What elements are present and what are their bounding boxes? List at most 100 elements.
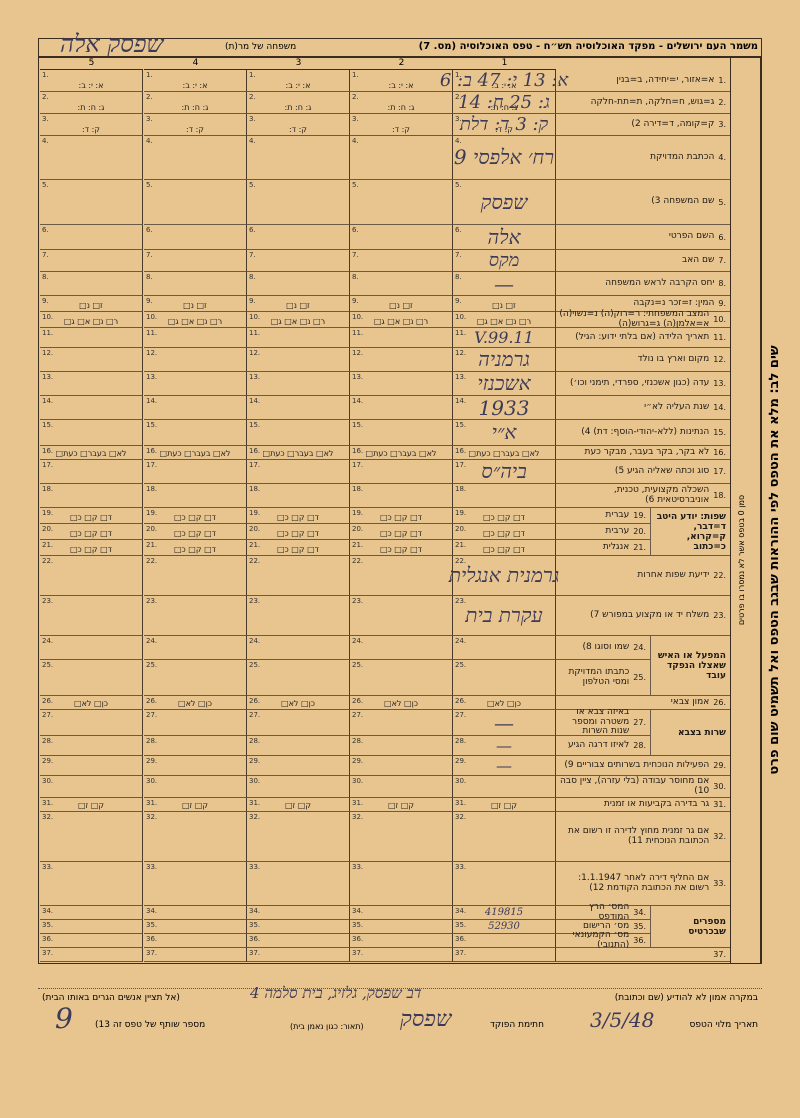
cell-number: 29. (352, 757, 364, 765)
cell-number: 24. (249, 637, 261, 645)
cell-number: 9. (146, 297, 153, 305)
handwritten-entry: ג: 25 ח: 14 (458, 92, 550, 113)
cell-number: 27. (42, 711, 54, 719)
cell-number: 4. (146, 137, 153, 145)
row-text: המצב המשפחתי: ר=רוק(ה) נ=נשוי(ה) א=אלמן(… (559, 308, 710, 329)
form-cell: 11. (350, 328, 453, 348)
row-text: סוג וכתה שאליה הגיע 5) (614, 465, 710, 476)
form-cell: 14. (350, 396, 453, 420)
cell-options: א: י: ב: (388, 81, 414, 90)
row-text: ידיעת שפות אחרות (637, 569, 710, 580)
row-text: הכתבת המדויקת (650, 151, 715, 162)
cell-number: 31. (146, 799, 158, 807)
row-label: 28. לאיזו דרגה הגיע (555, 736, 650, 756)
form-cell: 34. (247, 906, 350, 920)
column-number: 4 (144, 58, 247, 70)
form-cell: 20. ד□ ק□ כ□ (247, 524, 350, 540)
cell-number: 26. (249, 697, 261, 705)
footer-label: (תאור: כגון נאמן בית) (290, 1022, 364, 1031)
form-cell: 27. (247, 710, 350, 736)
cell-number: 15. (42, 421, 54, 429)
cell-number: 19. (42, 509, 54, 517)
cell-number: 36. (249, 935, 261, 943)
form-cell: 20. ד□ ק□ כ□ (350, 524, 453, 540)
cell-number: 37. (455, 949, 467, 957)
cell-number: 27. (352, 711, 364, 719)
row-number: 7. (718, 256, 726, 265)
form-cell: 5. (40, 180, 143, 225)
row-text: השם הפרטי (668, 231, 715, 242)
row-number: 15. (713, 428, 726, 437)
cell-number: 18. (146, 485, 158, 493)
form-cell: 32. (247, 812, 350, 862)
cell-number: 21. (42, 541, 54, 549)
form-cell: 37. (247, 948, 350, 962)
form-cell: 1. א: י: ב: (40, 70, 143, 92)
cell-number: 22. (249, 557, 261, 565)
cell-number: 34. (352, 907, 364, 915)
form-cell: 16. לא□ בעבר□ כעת□ (247, 446, 350, 460)
cell-number: 1. (352, 71, 359, 79)
form-cell: 37. (350, 948, 453, 962)
cell-number: 28. (146, 737, 158, 745)
form-cell: 1. א: י: ב: (247, 70, 350, 92)
cell-number: 35. (455, 921, 467, 929)
cell-number: 36. (352, 935, 364, 943)
form-cell: 11. (247, 328, 350, 348)
cell-number: 20. (249, 525, 261, 533)
footer-signature: שפסק (400, 1007, 452, 1032)
form-cell: 35. 52930 (453, 920, 556, 934)
form-cell: 3. ק: ד: (144, 114, 247, 136)
row-number: 32. (713, 832, 726, 841)
cell-options: א: י: ב: (285, 81, 311, 90)
form-cell: 13. (247, 372, 350, 396)
cell-number: 8. (42, 273, 49, 281)
form-cell: 36. (350, 934, 453, 948)
handwritten-entry: גרמניה (478, 347, 530, 371)
column-number: 3 (247, 58, 350, 70)
handwritten-entry: 52930 (488, 921, 520, 932)
form-cell: 11. (144, 328, 247, 348)
cell-number: 11. (352, 329, 364, 337)
cell-number: 5. (146, 181, 153, 189)
cell-number: 21. (146, 541, 158, 549)
cell-options: ד□ ק□ כ□ (276, 529, 320, 538)
cell-number: 2. (455, 93, 462, 101)
form-cell: 3. ק: ד: (350, 114, 453, 136)
handwritten-entry: — (496, 756, 512, 775)
cell-options: ז□ נ□ (492, 301, 516, 310)
cell-number: 3. (146, 115, 153, 123)
form-cell: 31. ק□ ז□ (144, 798, 247, 812)
cell-number: 28. (249, 737, 261, 745)
cell-options: ר□ נ□ א□ ג□ (373, 317, 429, 326)
cell-number: 25. (352, 661, 364, 669)
form-cell: 13. (144, 372, 247, 396)
cell-number: 6. (42, 226, 49, 234)
handwritten-entry: גרמנית אנגלית (448, 563, 560, 587)
cell-options: ג: ח: ת: (181, 103, 209, 112)
row-label: 6. השם הפרטי (555, 225, 730, 250)
cell-number: 26. (146, 697, 158, 705)
cell-number: 10. (455, 313, 467, 321)
cell-options: כן□ לא□ (384, 699, 418, 708)
group-label: שפות: יודע היטב ד=דבר, ק=קרוא, כ=כתוב (650, 508, 730, 556)
cell-number: 17. (455, 461, 467, 469)
row-text: באיזה צבא או משטרה ומספר שנות השרות (572, 706, 630, 737)
form-cell: 29. (40, 756, 143, 776)
form-cell: 14. 1933 (453, 396, 556, 420)
handwritten-entry: שפסק (480, 189, 528, 214)
row-text: ק=קומה, ד=דירה 2) (631, 118, 715, 129)
cell-number: 3. (42, 115, 49, 123)
cell-options: ר□ נ□ א□ ג□ (63, 317, 119, 326)
cell-options: ק□ ז□ (284, 801, 312, 810)
row-label: 31. גר בדירה בקביעות או זמנית (555, 798, 730, 812)
form-cell: 15. א״י (453, 420, 556, 446)
cell-number: 35. (249, 921, 261, 929)
family-name: שפסק אלה (60, 30, 164, 58)
cell-options: ק: ד: (289, 125, 307, 134)
cell-number: 26. (42, 697, 54, 705)
cell-number: 7. (455, 251, 462, 259)
cell-number: 5. (249, 181, 256, 189)
cell-number: 15. (455, 421, 467, 429)
row-number: 24. (633, 643, 646, 652)
